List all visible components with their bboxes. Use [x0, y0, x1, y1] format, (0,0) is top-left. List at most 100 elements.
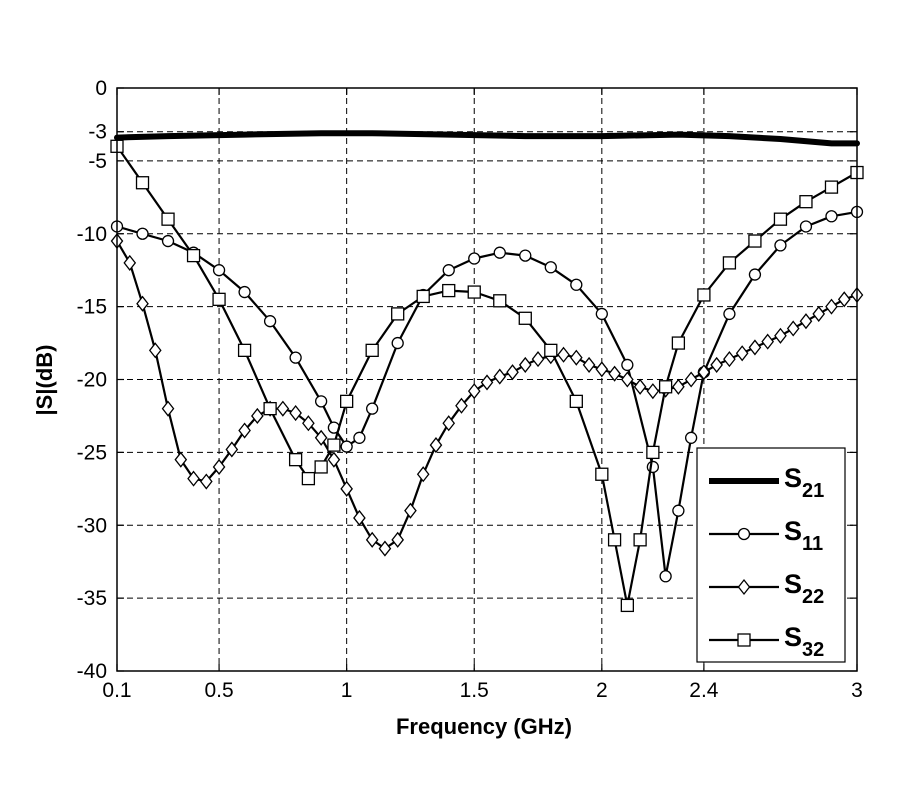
data-point-s32 — [595, 467, 609, 481]
y-ticks: 0 -3 -5 -10 -15 -20 -25 -30 -35 -40 — [77, 77, 857, 683]
data-point-s11 — [570, 278, 583, 291]
data-point-s22 — [289, 404, 302, 422]
data-point-s11 — [391, 336, 404, 350]
data-point-s22 — [723, 351, 736, 368]
data-point-s11 — [238, 285, 251, 299]
data-point-s11 — [659, 570, 672, 583]
data-point-s22 — [442, 415, 456, 432]
data-point-s32 — [161, 212, 175, 226]
data-point-s22 — [621, 371, 634, 388]
x-tick-label: 2 — [596, 679, 608, 702]
data-point-s32 — [442, 283, 456, 298]
data-point-s22 — [314, 429, 328, 446]
data-point-s11 — [340, 440, 353, 453]
legend-marker-s11 — [737, 527, 751, 541]
data-point-s22 — [302, 415, 315, 432]
y-tick-label: -25 — [77, 441, 107, 464]
data-point-s32 — [620, 598, 634, 613]
data-point-s32 — [646, 445, 660, 460]
y-tick-label: -5 — [88, 150, 107, 173]
series-s21 — [114, 130, 860, 147]
data-point-s11 — [723, 307, 736, 321]
data-point-s22 — [123, 254, 137, 271]
data-point-s32 — [212, 292, 226, 306]
data-point-s22 — [493, 368, 507, 385]
series-s22 — [110, 232, 864, 557]
data-point-s22 — [136, 295, 149, 312]
data-point-s22 — [416, 466, 430, 483]
data-point-s22 — [595, 361, 609, 378]
y-tick-label: -30 — [77, 514, 107, 537]
data-point-s32 — [416, 289, 430, 304]
legend-label-s22: S22 — [784, 569, 824, 608]
data-point-s22 — [799, 313, 813, 330]
data-point-s22 — [697, 364, 711, 381]
data-point-s32 — [799, 195, 813, 209]
data-point-s11 — [314, 395, 328, 408]
legend-marker-s32 — [737, 633, 751, 647]
data-point-s22 — [212, 458, 226, 476]
x-tick-label: 0.1 — [102, 679, 131, 702]
x-axis-label: Frequency (GHz) — [396, 714, 572, 739]
data-point-s32 — [671, 336, 686, 350]
data-point-s22 — [748, 339, 762, 356]
x-tick-label: 1 — [341, 679, 353, 702]
data-point-s32 — [518, 311, 532, 325]
data-point-s32 — [544, 343, 558, 358]
data-point-s32 — [467, 285, 481, 299]
legend-label-s21: S21 — [784, 463, 824, 502]
data-point-s11 — [212, 264, 226, 277]
y-tick-label: -35 — [77, 587, 107, 610]
x-tick-label: 1.5 — [460, 679, 489, 702]
data-point-s11 — [136, 227, 149, 240]
legend: S21 S11 S22 S32 — [696, 447, 846, 663]
data-point-s32 — [314, 460, 328, 474]
y-tick-label: -40 — [77, 660, 107, 683]
data-point-s22 — [276, 400, 290, 417]
data-point-s11 — [672, 504, 685, 517]
data-point-s11 — [774, 239, 787, 252]
data-point-s22 — [761, 333, 775, 350]
data-point-s22 — [480, 374, 494, 391]
data-point-s32 — [135, 176, 150, 190]
data-point-s22 — [378, 540, 392, 557]
data-point-s22 — [825, 298, 838, 315]
data-point-s11 — [366, 402, 379, 415]
data-point-s32 — [569, 394, 583, 409]
legend-label-s11: S11 — [784, 516, 823, 555]
series-line-s11 — [115, 210, 859, 578]
data-point-s22 — [365, 531, 379, 548]
legend-marker-s22 — [737, 578, 751, 596]
data-point-s11 — [748, 268, 762, 281]
series-layer — [110, 130, 864, 613]
data-point-s22 — [174, 451, 188, 468]
data-point-s22 — [238, 422, 251, 439]
data-point-s22 — [812, 305, 826, 322]
data-point-s22 — [340, 480, 353, 497]
series-line-s21 — [114, 130, 860, 147]
data-point-s22 — [225, 441, 239, 458]
data-point-s32 — [288, 453, 303, 467]
data-point-s22 — [608, 365, 621, 382]
data-point-s32 — [722, 256, 737, 270]
y-tick-label: -20 — [77, 369, 107, 392]
data-point-s22 — [710, 356, 723, 373]
data-point-s32 — [748, 234, 762, 248]
data-point-s32 — [186, 248, 201, 263]
data-point-s22 — [455, 397, 468, 414]
data-point-s32 — [237, 343, 252, 358]
data-point-s22 — [251, 407, 264, 424]
data-point-s11 — [825, 210, 838, 223]
data-point-s22 — [684, 371, 698, 388]
data-point-s32 — [607, 533, 622, 547]
data-point-s11 — [799, 220, 813, 233]
y-tick-label: -3 — [88, 121, 107, 144]
data-point-s32 — [773, 212, 788, 226]
legend-item-s11: S11 — [709, 516, 823, 555]
data-point-s22 — [557, 346, 570, 363]
data-point-s32 — [697, 288, 711, 302]
y-axis-label: |S|(dB) — [32, 345, 57, 416]
legend-label-s32: S32 — [784, 622, 824, 661]
data-point-s11 — [684, 431, 698, 444]
